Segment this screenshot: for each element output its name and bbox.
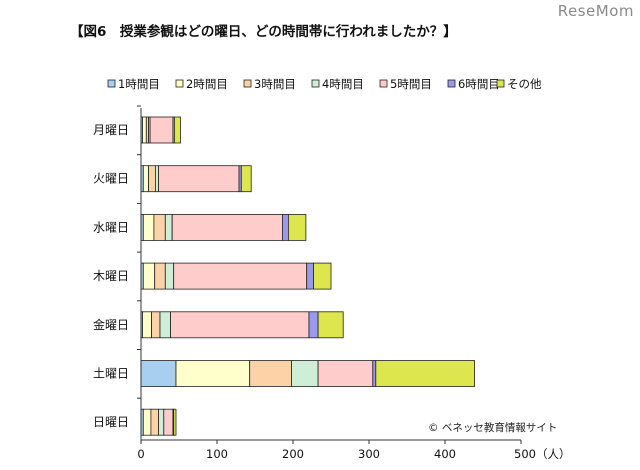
bar-segment-4-6 (306, 262, 314, 290)
bar-segment-1-2 (142, 116, 147, 144)
bar-segment-5-3 (151, 311, 161, 339)
value-axis: 0 100 200 300 400 500（人） (137, 105, 570, 461)
bar-segment-4-2 (142, 262, 156, 290)
bar-segment-6-4 (291, 360, 319, 387)
legend-swatch-1 (107, 79, 116, 88)
bar-segment-4-5 (173, 262, 308, 290)
legend-label-6: 6時間目 (458, 77, 500, 91)
legend-swatch-4 (311, 79, 320, 88)
bar-segment-2-4 (154, 165, 159, 193)
bar-segment-6-5 (317, 360, 374, 387)
bar-segment-5-2 (142, 311, 153, 339)
value-tick-label-2: 100 (206, 447, 228, 461)
bar-segment-6-7 (375, 360, 475, 387)
value-tick-label-3: 200 (282, 447, 304, 461)
value-tick-label-5: 400 (434, 447, 456, 461)
category-label-1: 月曜日 (93, 123, 129, 137)
copyright-credit: © ベネッセ教育情報サイト (428, 422, 558, 434)
category-label-7: 日曜日 (93, 415, 129, 429)
bar-segment-1-7 (173, 116, 181, 144)
legend-swatch-2 (175, 79, 184, 88)
bar-segment-7-5 (163, 408, 174, 436)
value-tick-label-1: 0 (137, 447, 144, 461)
bar-segment-4-3 (154, 262, 166, 290)
bar-segment-7-4 (158, 408, 165, 436)
chart-title: 【図6 授業参観はどの曜日、どの時間帯に行われましたか？】 (70, 24, 457, 40)
bar-segment-4-7 (313, 262, 332, 290)
legend-label-5: 5時間目 (390, 77, 432, 91)
category-label-3: 水曜日 (93, 220, 129, 234)
bar-segment-2-2 (142, 165, 150, 193)
site-watermark: ReseMom (557, 2, 634, 20)
bar-segment-2-7 (240, 165, 252, 193)
bar-segment-2-3 (148, 165, 156, 193)
bar-segment-7-7 (173, 408, 177, 436)
legend-swatch-3 (243, 79, 252, 88)
bar-segment-6-1 (140, 360, 177, 387)
bar-segment-3-4 (164, 213, 173, 241)
bar-segment-5-6 (308, 311, 319, 339)
bar-segment-2-5 (158, 165, 240, 193)
bar-segment-3-2 (142, 213, 155, 241)
bar-segment-5-7 (317, 311, 344, 339)
legend-label-3: 3時間目 (254, 77, 296, 91)
legend-label-4: 4時間目 (322, 77, 364, 91)
legend-label-2: 2時間目 (186, 77, 228, 91)
category-label-5: 金曜日 (93, 317, 129, 332)
bar-segment-5-4 (159, 311, 172, 339)
legend-swatch-7 (496, 79, 505, 88)
bar-segment-3-5 (171, 213, 283, 241)
category-label-2: 火曜日 (93, 172, 129, 186)
value-tick-label-6: 500（人） (514, 447, 570, 461)
legend-swatch-6 (447, 79, 456, 88)
legend-label-1: 1時間目 (118, 77, 160, 91)
bar-segment-3-3 (153, 213, 166, 241)
category-label-6: 土曜日 (93, 367, 129, 381)
bar-segment-7-3 (150, 408, 159, 436)
bar-segment-3-7 (287, 213, 307, 241)
category-label-4: 木曜日 (93, 269, 129, 283)
chart-legend: 1時間目 2時間目 3時間目 4時間目 5時間目 6時間目 その他 (107, 77, 542, 91)
bar-segment-1-5 (149, 116, 174, 144)
bar-segment-6-3 (249, 360, 292, 387)
chart-bars (140, 116, 475, 436)
bar-segment-6-6 (372, 360, 377, 387)
bar-segment-4-4 (164, 262, 175, 290)
value-tick-label-4: 300 (358, 447, 380, 461)
bar-segment-5-5 (170, 311, 310, 339)
bar-segment-3-6 (281, 213, 289, 241)
legend-swatch-5 (379, 79, 388, 88)
bar-segment-6-2 (175, 360, 251, 387)
bar-segment-7-2 (142, 408, 152, 436)
legend-label-7: その他 (507, 77, 542, 91)
